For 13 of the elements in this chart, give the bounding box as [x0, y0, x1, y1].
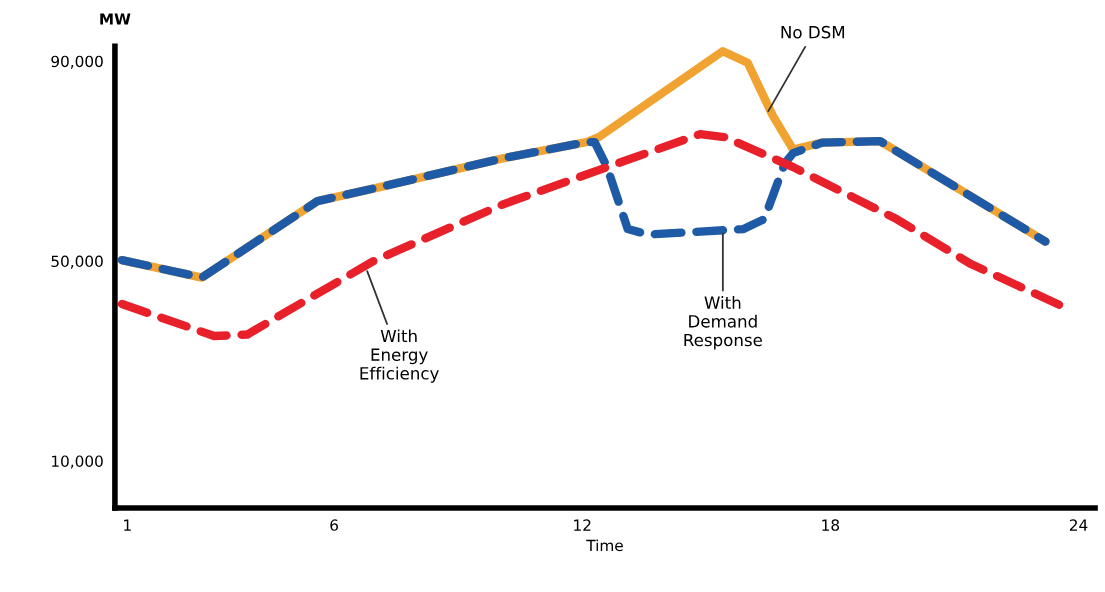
x-tick-label: 1: [124, 519, 131, 531]
y-tick-label: 10,000: [52, 455, 103, 469]
y-tick-label: 50,000: [51, 255, 103, 269]
x-tick-label: 18: [822, 519, 840, 531]
x-tick-label: 6: [330, 519, 338, 531]
x-tick-label: 24: [1069, 519, 1088, 531]
x-axis-title: Time: [586, 539, 623, 552]
y-tick-label: 90,000: [51, 55, 103, 69]
y-axis-title: MW: [100, 13, 131, 25]
annotation: With Energy Efficiency: [360, 329, 439, 383]
annotation: With Demand Response: [684, 296, 762, 350]
annotation: No DSM: [781, 25, 845, 39]
x-tick-label: 12: [574, 519, 591, 531]
